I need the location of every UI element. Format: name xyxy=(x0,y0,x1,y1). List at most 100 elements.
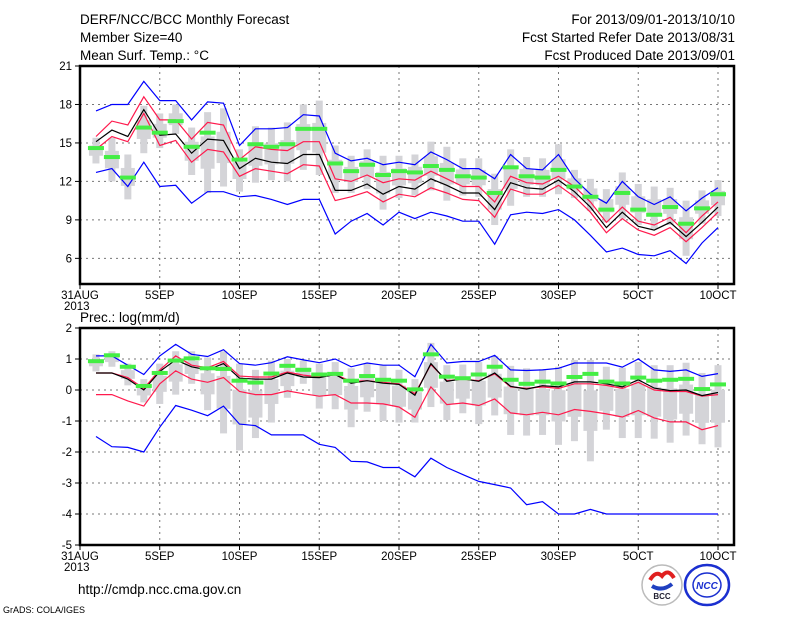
observation-marker xyxy=(359,162,376,167)
observation-marker xyxy=(678,376,695,381)
ensemble-box xyxy=(296,367,311,377)
x-tick-label: 10OCT xyxy=(699,290,736,302)
observation-marker xyxy=(518,174,535,179)
observation-marker xyxy=(470,372,487,377)
observation-marker xyxy=(247,380,264,385)
observation-marker xyxy=(694,387,711,392)
temperature-chart: 6 9 12 15 18 21 31AUG 5SEP 10SEP 15SEP 20SEP 25SEP 3… xyxy=(59,61,736,313)
observation-marker xyxy=(662,377,679,382)
observation-marker xyxy=(87,146,104,151)
x-tick-label: 25SEP xyxy=(461,290,497,302)
header-started-refer: Fcst Started Refer Date 2013/08/31 xyxy=(522,30,735,45)
observation-marker xyxy=(566,184,583,189)
x-tick-label: 5SEP xyxy=(145,551,175,563)
x-tick-label: 10OCT xyxy=(699,551,736,563)
observation-marker xyxy=(534,379,551,384)
header-produced: Fcst Produced Date 2013/09/01 xyxy=(544,48,735,63)
observation-marker xyxy=(582,371,599,376)
ensemble-box xyxy=(455,379,470,399)
ensemble-box xyxy=(392,385,406,407)
observation-marker xyxy=(263,144,280,149)
header-member-size: Member Size=40 xyxy=(80,30,182,45)
ensemble-box xyxy=(88,145,103,156)
observation-marker xyxy=(263,371,280,376)
observation-marker xyxy=(710,382,726,387)
precipitation-chart: -5 -4 -3 -2 -1 0 1 2 31AUG 5SEP 10SEP 15SEP 20SEP 25S… xyxy=(61,323,736,574)
x-tick-label: 30SEP xyxy=(541,551,577,563)
series-max-line xyxy=(96,343,719,378)
series-min-line xyxy=(95,161,719,265)
observation-marker xyxy=(630,207,647,212)
observation-marker xyxy=(646,378,663,383)
x-tick-label: 10SEP xyxy=(222,290,258,302)
top-chart-title: Mean Surf. Temp.: °C xyxy=(80,48,209,63)
observation-marker xyxy=(614,190,631,195)
observation-marker xyxy=(662,205,679,210)
series-lower-line xyxy=(96,370,719,431)
observation-marker xyxy=(343,169,360,174)
footer-url[interactable]: http://cmdp.ncc.cma.gov.cn xyxy=(78,582,241,597)
y-tick-label: 6 xyxy=(66,253,72,265)
observation-marker xyxy=(454,376,471,381)
y-tick-label: -5 xyxy=(62,540,72,552)
observation-marker xyxy=(550,381,567,386)
observation-marker xyxy=(614,381,631,386)
observation-marker xyxy=(359,374,376,379)
observation-marker xyxy=(279,142,296,147)
observation-marker xyxy=(566,374,583,379)
observation-marker xyxy=(534,175,551,180)
ensemble-box xyxy=(360,378,375,398)
x-tick-label: 25SEP xyxy=(461,551,497,563)
series-lower-line xyxy=(95,112,719,243)
y-tick-label: -2 xyxy=(62,447,72,459)
ensemble-box xyxy=(407,392,422,410)
footer-credit: GrADS: COLA/IGES xyxy=(3,605,85,615)
observation-marker xyxy=(87,359,104,364)
ensemble-box xyxy=(503,166,518,189)
observation-marker xyxy=(231,378,248,383)
observation-marker xyxy=(231,157,248,162)
observation-marker xyxy=(550,167,567,172)
ensemble-box xyxy=(376,381,391,405)
year-label: 2013 xyxy=(64,301,90,313)
observation-marker xyxy=(151,370,168,375)
x-tick-label: 15SEP xyxy=(301,551,337,563)
ensemble-box xyxy=(312,377,327,396)
y-tick-label: -4 xyxy=(62,509,73,521)
x-tick-label: 20SEP xyxy=(381,551,417,563)
observation-marker xyxy=(406,170,423,175)
ensemble-box xyxy=(136,386,151,396)
observation-marker xyxy=(199,130,216,135)
ensemble-box xyxy=(583,390,598,431)
y-tick-label: 9 xyxy=(66,215,72,227)
observation-marker xyxy=(247,142,264,147)
observation-marker xyxy=(582,194,599,199)
x-tick-label: 15SEP xyxy=(301,290,337,302)
ensemble-box xyxy=(631,384,646,416)
x-tick-label: 31AUG xyxy=(61,551,99,563)
observation-marker xyxy=(598,379,615,384)
x-tick-label: 20SEP xyxy=(381,290,417,302)
observation-marker xyxy=(486,364,503,369)
observation-marker xyxy=(375,377,392,382)
observation-marker xyxy=(486,190,503,195)
ensemble-box xyxy=(328,376,343,396)
ensemble-box xyxy=(615,186,630,205)
observation-marker xyxy=(295,126,312,131)
ensemble-box xyxy=(248,390,263,418)
ensemble-box xyxy=(487,373,502,398)
plot-frame xyxy=(78,64,736,286)
ensemble-box xyxy=(344,385,359,410)
observation-marker xyxy=(438,167,455,172)
observation-marker xyxy=(630,375,647,380)
ensemble-box xyxy=(200,373,215,395)
bcc-logo: BCC xyxy=(641,564,683,606)
observation-marker xyxy=(518,381,535,386)
observation-marker xyxy=(343,378,360,383)
y-tick-label: 12 xyxy=(59,176,72,188)
bcc-logo-text: BCC xyxy=(653,592,671,601)
observation-marker xyxy=(598,207,615,212)
ncc-logo: NCC xyxy=(683,563,731,607)
ncc-logo-text: NCC xyxy=(696,581,718,592)
